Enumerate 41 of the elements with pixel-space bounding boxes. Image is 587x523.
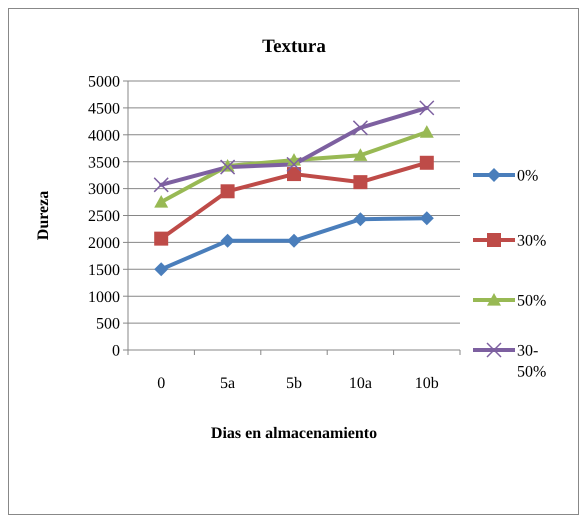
point xyxy=(352,120,368,136)
point xyxy=(420,156,434,170)
y-tick-label: 3000 xyxy=(88,181,120,198)
x-tick-label: 5a xyxy=(220,375,236,392)
point xyxy=(154,195,168,208)
x-tick-label: 10a xyxy=(348,375,372,392)
x-tick-label: 0 xyxy=(157,375,166,392)
legend-label: 30% xyxy=(517,232,546,250)
x-axis-title: Dias en almacenamiento xyxy=(210,425,378,442)
y-tick-label: 500 xyxy=(96,316,120,333)
y-tick-label: 5000 xyxy=(88,74,120,91)
point xyxy=(353,212,368,226)
point xyxy=(419,100,435,116)
y-tick-label: 3500 xyxy=(88,154,120,172)
point xyxy=(220,184,235,198)
point xyxy=(420,211,434,226)
point xyxy=(353,148,368,161)
y-tick-label: 0 xyxy=(112,342,120,360)
legend-label: 0% xyxy=(517,168,538,185)
point xyxy=(287,234,301,248)
chart-title: Textura xyxy=(262,36,326,57)
point xyxy=(286,156,302,172)
y-tick-label: 2500 xyxy=(88,208,120,226)
y-tick-label: 4000 xyxy=(88,127,120,144)
point xyxy=(220,159,236,175)
point xyxy=(220,234,235,248)
point xyxy=(420,125,434,138)
y-tick-label: 1500 xyxy=(88,262,120,279)
point xyxy=(154,262,168,276)
y-tick-label: 1000 xyxy=(88,288,120,306)
y-tick-label: 2000 xyxy=(88,235,120,252)
point xyxy=(153,177,169,193)
y-axis-title: Dureza xyxy=(35,190,52,240)
x-tick-label: 5b xyxy=(286,375,302,392)
legend-label: 50% xyxy=(517,292,546,310)
y-tick-label: 4500 xyxy=(88,100,120,118)
point xyxy=(353,175,368,190)
point xyxy=(154,232,168,246)
x-tick-label: 10b xyxy=(414,375,439,392)
legend-label: 30-50% xyxy=(517,342,546,380)
point xyxy=(287,167,301,182)
